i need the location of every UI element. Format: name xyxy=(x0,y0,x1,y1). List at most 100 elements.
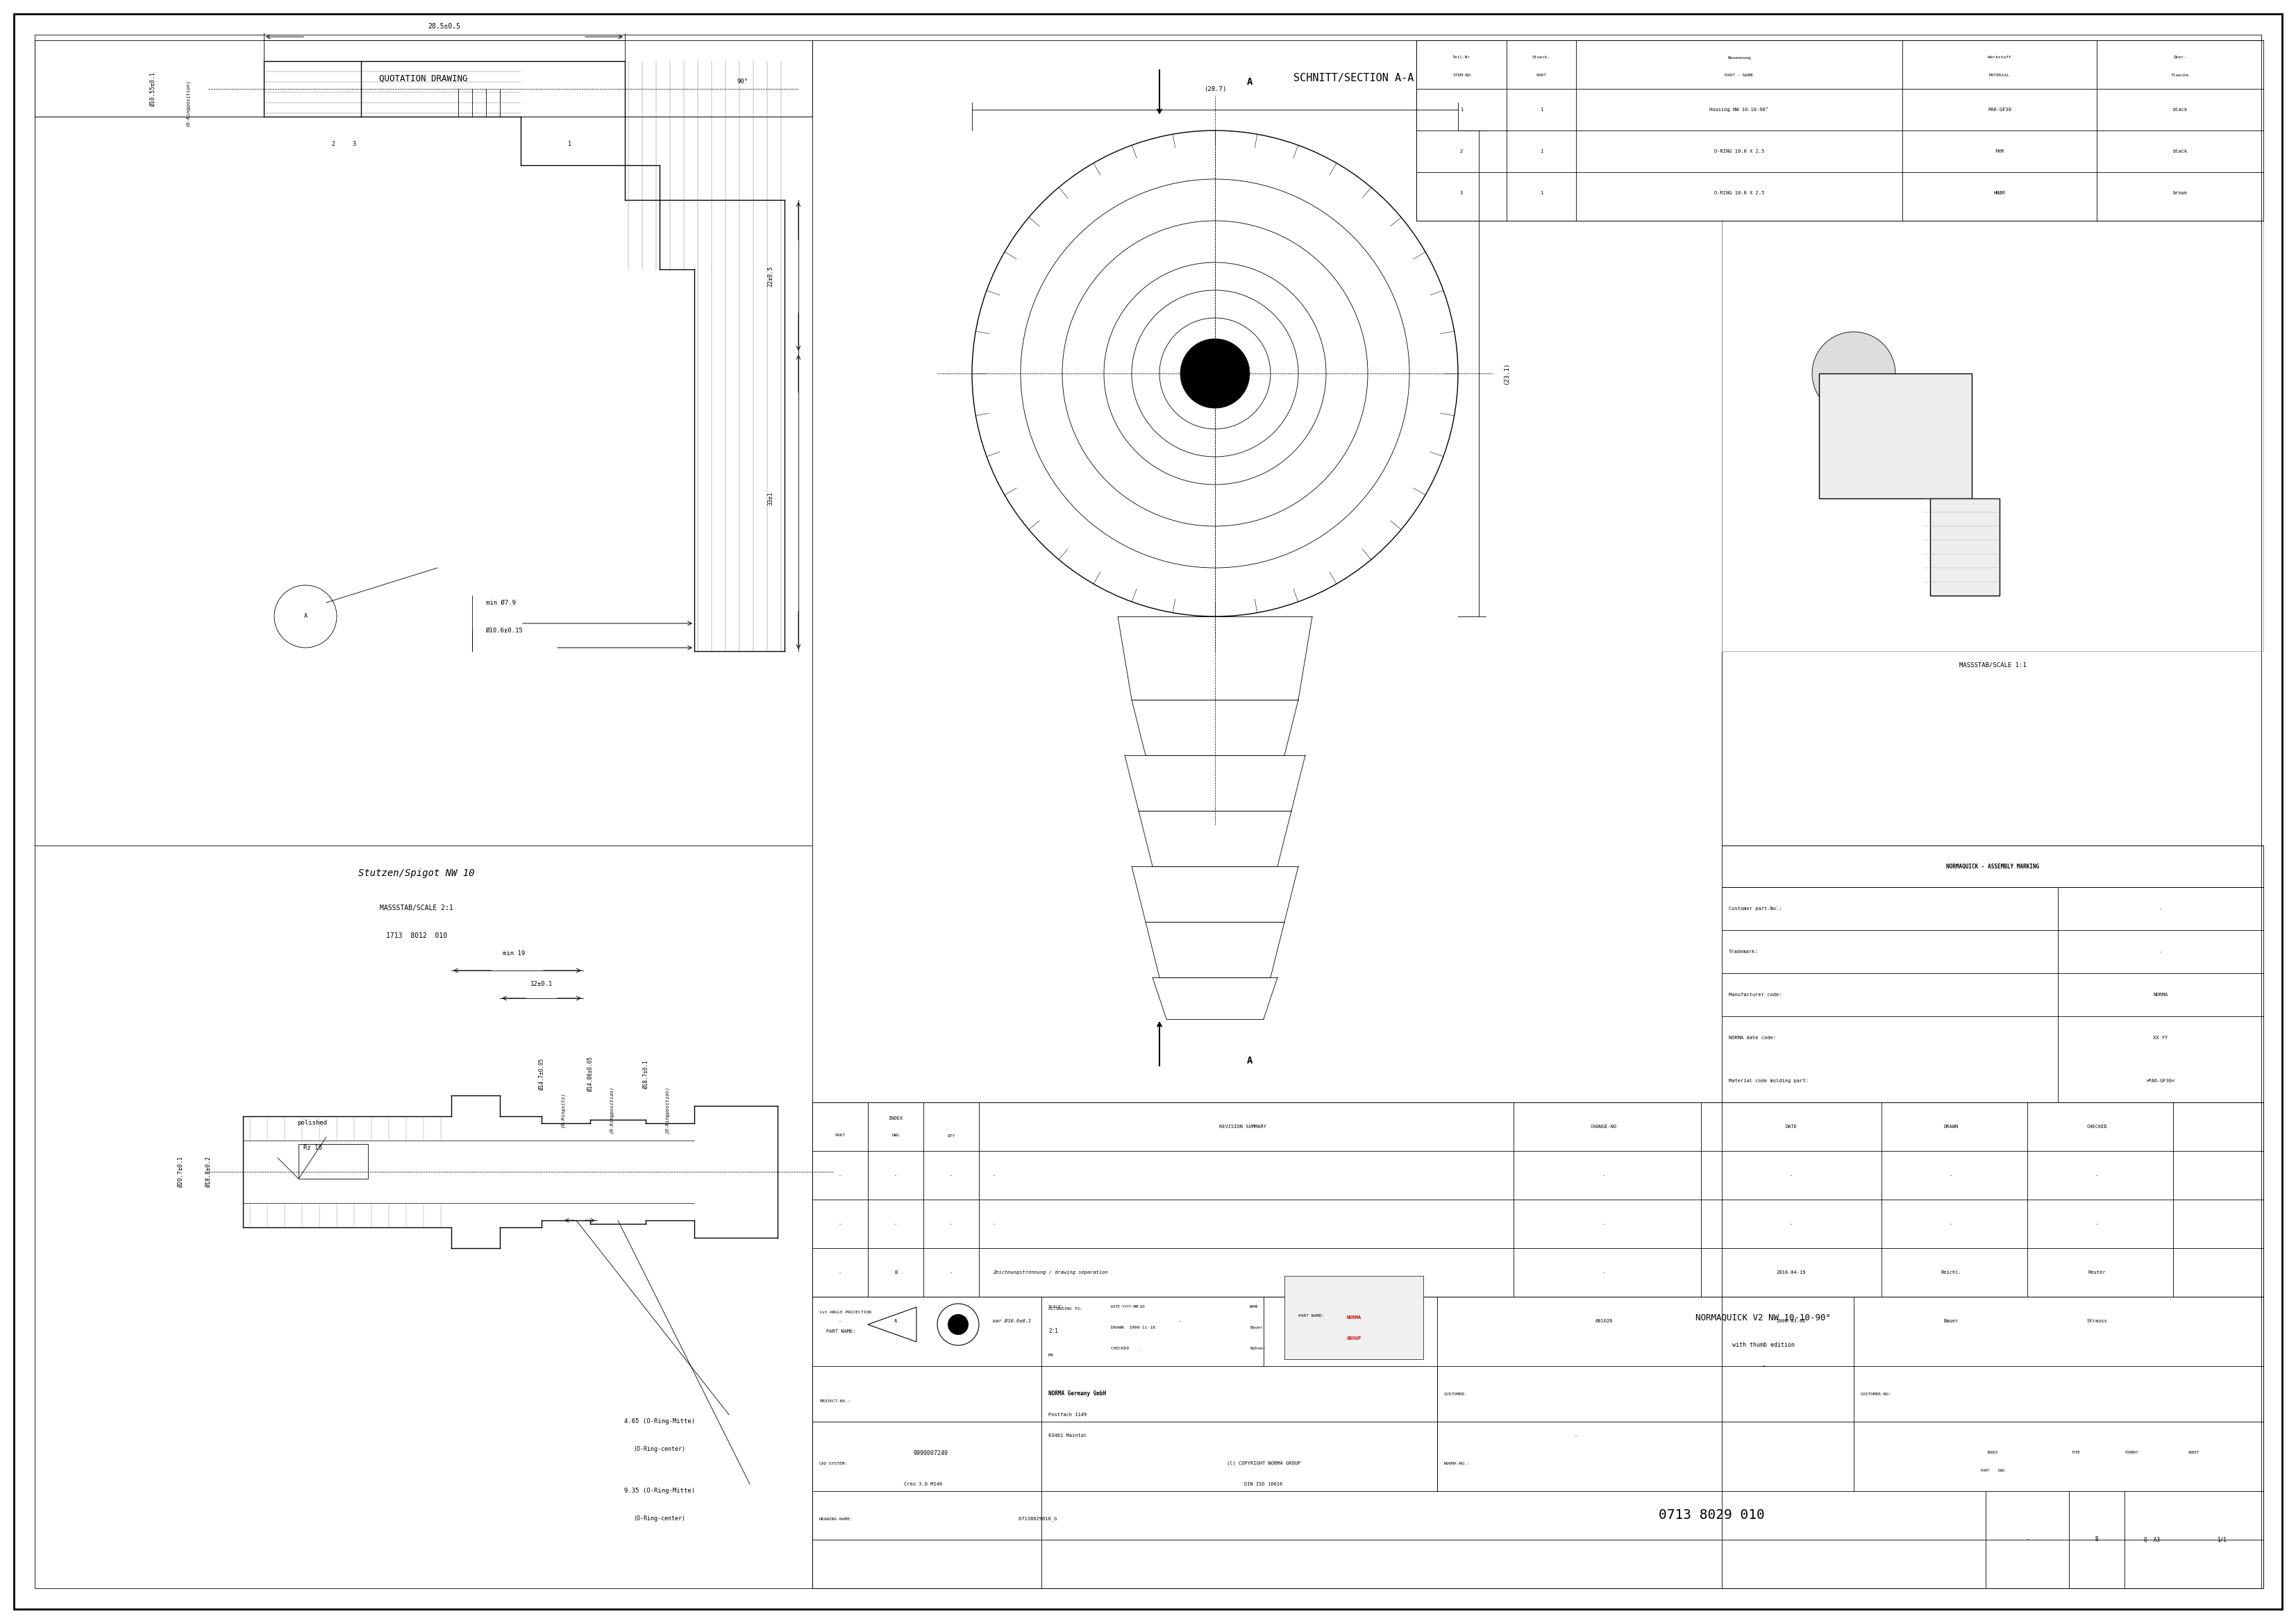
Text: (O-Ringposition): (O-Ringposition) xyxy=(664,1086,668,1133)
Text: NORMA date code:: NORMA date code: xyxy=(1729,1035,1777,1040)
Text: Ø18.8±0.2: Ø18.8±0.2 xyxy=(204,1156,211,1188)
Text: -: - xyxy=(2025,1537,2030,1543)
Text: Q  A3: Q A3 xyxy=(2144,1537,2161,1543)
Text: Stutzen/Spigot NW 10: Stutzen/Spigot NW 10 xyxy=(358,868,475,878)
Text: 1: 1 xyxy=(1460,107,1463,112)
Text: -: - xyxy=(992,1222,996,1225)
Bar xyxy=(1722,221,2264,651)
Bar xyxy=(34,41,813,117)
Text: 601026: 601026 xyxy=(1596,1319,1612,1323)
Text: Zeichnungstrennung / drawing separation: Zeichnungstrennung / drawing separation xyxy=(992,1271,1109,1274)
Text: INDEX: INDEX xyxy=(889,1117,902,1120)
Text: 3: 3 xyxy=(1460,192,1463,195)
Text: NAME: NAME xyxy=(1249,1305,1258,1308)
Text: DATE YYYY-MM-DD: DATE YYYY-MM-DD xyxy=(1111,1305,1146,1308)
Bar xyxy=(1818,373,1972,498)
Text: -: - xyxy=(992,1173,996,1177)
Text: -: - xyxy=(951,1222,953,1225)
Text: Stueck-: Stueck- xyxy=(1531,55,1550,60)
Text: Ø10.55±0.1: Ø10.55±0.1 xyxy=(149,71,156,105)
Text: Bauer: Bauer xyxy=(1942,1319,1958,1323)
Text: (C) COPYRIGHT NORMA GROUP: (C) COPYRIGHT NORMA GROUP xyxy=(1226,1461,1300,1466)
Text: CHANGE-NO: CHANGE-NO xyxy=(1591,1125,1616,1128)
Text: Material code molding part:: Material code molding part: xyxy=(1729,1079,1809,1083)
Text: INDEX: INDEX xyxy=(1986,1451,1998,1454)
Text: 1713  8012  010: 1713 8012 010 xyxy=(386,932,448,940)
Text: -: - xyxy=(1178,1319,1182,1323)
Text: -: - xyxy=(1603,1271,1605,1274)
Text: SCHNITT/SECTION A-A: SCHNITT/SECTION A-A xyxy=(1293,73,1414,84)
Text: with thumb edition: with thumb edition xyxy=(1731,1342,1795,1349)
Text: PA6-GF30: PA6-GF30 xyxy=(1988,107,2011,112)
Text: A: A xyxy=(1247,76,1254,86)
Text: MASSSTAB/SCALE 2:1: MASSSTAB/SCALE 2:1 xyxy=(379,904,452,912)
Bar xyxy=(1722,846,2264,1102)
Text: QUOTATION DRAWING: QUOTATION DRAWING xyxy=(379,75,468,83)
Text: 3: 3 xyxy=(351,141,356,148)
Text: war Ø10.6±0.1: war Ø10.6±0.1 xyxy=(992,1319,1031,1323)
Text: Creo 3.0 M140: Creo 3.0 M140 xyxy=(905,1482,944,1487)
Text: PART NAME:: PART NAME: xyxy=(827,1329,856,1334)
Circle shape xyxy=(1180,339,1249,407)
Text: DRAWING-NAME:: DRAWING-NAME: xyxy=(820,1518,854,1521)
Text: FORMAT: FORMAT xyxy=(2124,1451,2138,1454)
Text: polished: polished xyxy=(298,1120,328,1126)
Bar xyxy=(1417,41,2264,221)
Text: B: B xyxy=(2096,1537,2099,1543)
Text: Reichl.: Reichl. xyxy=(1940,1271,1961,1274)
Text: -: - xyxy=(2158,949,2163,954)
Text: MATERIAL: MATERIAL xyxy=(1988,73,2009,76)
Text: Benennung: Benennung xyxy=(1727,55,1752,60)
Text: NORMAQUICK V2 NW 10-10-90°: NORMAQUICK V2 NW 10-10-90° xyxy=(1697,1313,1832,1323)
Text: TYPE: TYPE xyxy=(2071,1451,2080,1454)
Text: CUSTOMER:: CUSTOMER: xyxy=(1444,1393,1467,1396)
Text: Housing NW 10-10-90°: Housing NW 10-10-90° xyxy=(1711,107,1768,112)
Text: black: black xyxy=(2172,149,2188,154)
Text: MM: MM xyxy=(1049,1354,1054,1357)
Text: -: - xyxy=(1949,1222,1952,1225)
Text: 1: 1 xyxy=(1541,192,1543,195)
Text: NORMA: NORMA xyxy=(1345,1316,1362,1319)
Bar xyxy=(1283,1276,1424,1358)
Bar xyxy=(813,1102,2264,1589)
Text: CUSTOMER-NO:: CUSTOMER-NO: xyxy=(1860,1393,1892,1396)
Text: 22±0.5: 22±0.5 xyxy=(767,266,774,287)
Text: (23.1): (23.1) xyxy=(1504,362,1511,385)
Text: -: - xyxy=(2158,907,2163,911)
Text: Postfach 1149: Postfach 1149 xyxy=(1049,1412,1086,1417)
Text: 2018-04-19: 2018-04-19 xyxy=(1777,1271,1807,1274)
Text: -: - xyxy=(838,1173,843,1177)
Text: Rz 10: Rz 10 xyxy=(303,1144,321,1151)
Text: 07138029010_G: 07138029010_G xyxy=(1006,1516,1056,1521)
Text: DATE: DATE xyxy=(1786,1125,1798,1128)
Text: Customer part-No.:: Customer part-No.: xyxy=(1729,907,1782,911)
Circle shape xyxy=(948,1315,969,1334)
Text: -: - xyxy=(1949,1173,1952,1177)
Text: (O-Ring-center): (O-Ring-center) xyxy=(634,1516,687,1522)
Text: PART    DWG: PART DWG xyxy=(1981,1469,2004,1472)
Text: -: - xyxy=(893,1222,898,1225)
Text: (O-Ringsitz): (O-Ringsitz) xyxy=(560,1092,565,1126)
Text: ITEM-NO: ITEM-NO xyxy=(1453,73,1469,76)
Text: REVISION SUMMARY: REVISION SUMMARY xyxy=(1219,1125,1267,1128)
Text: Bahner: Bahner xyxy=(1249,1347,1265,1350)
Text: Reuter: Reuter xyxy=(2087,1271,2105,1274)
Text: 2: 2 xyxy=(1460,149,1463,154)
Text: HNBR: HNBR xyxy=(1993,192,2004,195)
Text: SHEET: SHEET xyxy=(2188,1451,2200,1454)
Text: O-RING 10.0 X 2.5: O-RING 10.0 X 2.5 xyxy=(1715,192,1763,195)
Text: NORMA: NORMA xyxy=(2154,993,2167,997)
Text: flaeche: flaeche xyxy=(2172,73,2188,76)
Text: Ø14.7±0.05: Ø14.7±0.05 xyxy=(540,1058,544,1091)
Text: PART NAME:: PART NAME: xyxy=(1297,1315,1325,1318)
Text: NORMA-NO.:: NORMA-NO.: xyxy=(1444,1462,1469,1466)
Text: PART: PART xyxy=(1536,73,1548,76)
Text: SCALE:: SCALE: xyxy=(1049,1305,1063,1308)
Text: Werkstoff: Werkstoff xyxy=(1988,55,2011,60)
Text: PART: PART xyxy=(836,1133,845,1138)
Text: B: B xyxy=(893,1271,898,1274)
Text: A: A xyxy=(303,613,308,620)
Text: brown: brown xyxy=(2172,192,2188,195)
Circle shape xyxy=(1812,331,1896,415)
Text: (O-Ring-center): (O-Ring-center) xyxy=(634,1446,687,1453)
